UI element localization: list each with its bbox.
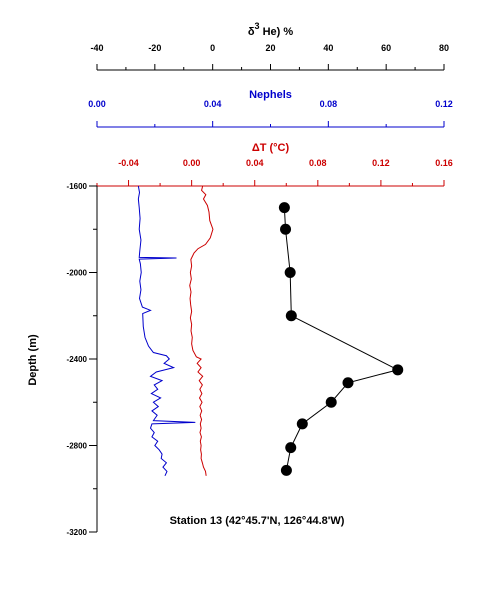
nephels-tick-label: 0.00 bbox=[88, 99, 106, 109]
helium-data-point bbox=[325, 396, 337, 408]
y-tick-label: -1600 bbox=[67, 182, 88, 191]
helium-tick-label: 80 bbox=[439, 43, 449, 53]
helium-data-point bbox=[284, 267, 296, 278]
deltaT-tick-label: 0.00 bbox=[183, 158, 201, 168]
nephels-tick-label: 0.12 bbox=[435, 99, 453, 109]
helium-data-point bbox=[278, 202, 290, 214]
helium-data-point bbox=[280, 223, 292, 235]
helium-data-point bbox=[392, 364, 404, 376]
axes-layer: -40 -20 0 20 40 60 80 δ3 He) % 0.00 0.04 0.08 0.12 N… bbox=[67, 21, 453, 537]
helium-tick-label: 20 bbox=[265, 43, 275, 53]
helium-tick-label: -40 bbox=[90, 43, 103, 53]
helium-data-point bbox=[342, 377, 354, 389]
deltaT-tick-label: 0.04 bbox=[246, 158, 264, 168]
helium-tick-label: 0 bbox=[210, 43, 215, 53]
series-layer bbox=[137, 185, 404, 476]
deltaT-tick-label: 0.16 bbox=[435, 158, 453, 168]
y-tick-label: -2000 bbox=[67, 269, 88, 278]
y-axis-label: Depth (m) bbox=[27, 334, 39, 386]
deltaT-tick-label: 0.12 bbox=[372, 158, 390, 168]
nephels-profile-line bbox=[137, 185, 196, 476]
nephels-tick-label: 0.04 bbox=[204, 99, 222, 109]
helium-data-point bbox=[296, 418, 308, 430]
deltaT-tick-label: 0.08 bbox=[309, 158, 327, 168]
y-tick-label: -2800 bbox=[67, 442, 88, 451]
deltaT-axis-title: ΔT (°C) bbox=[252, 142, 290, 154]
helium-data-point bbox=[285, 442, 297, 454]
helium-tick-label: 40 bbox=[323, 43, 333, 53]
helium-axis-title: δ3 He) % bbox=[248, 21, 294, 38]
deltaT-profile-line bbox=[189, 185, 214, 476]
helium-data-point bbox=[280, 464, 292, 476]
y-tick-label: -3200 bbox=[67, 528, 88, 537]
helium-tick-label: -20 bbox=[148, 43, 161, 53]
nephels-tick-label: 0.08 bbox=[320, 99, 338, 109]
helium-data-point bbox=[285, 310, 297, 322]
deltaT-tick-label: -0.04 bbox=[118, 158, 139, 168]
helium-tick-label: 60 bbox=[381, 43, 391, 53]
nephels-axis-title: Nephels bbox=[249, 89, 292, 101]
station-caption: Station 13 (42°45.7'N, 126°44.8'W) bbox=[170, 515, 345, 527]
y-tick-label: -2400 bbox=[67, 355, 88, 364]
helium-profile-line bbox=[283, 207, 400, 471]
